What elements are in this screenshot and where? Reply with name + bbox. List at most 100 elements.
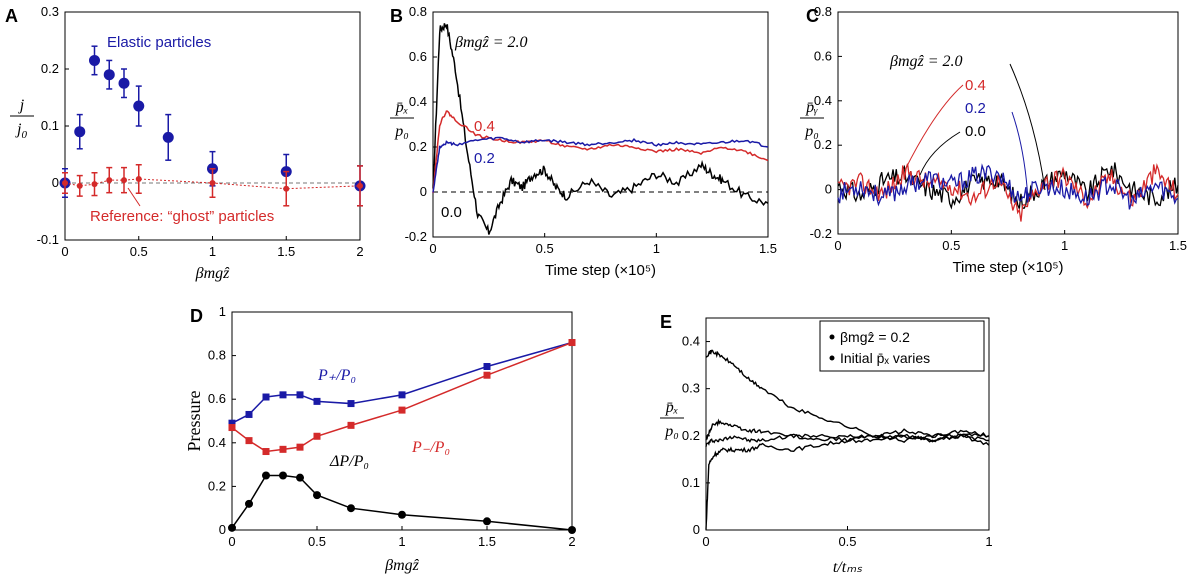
y-axis-label-numerator-B: p̄ₓ <box>395 99 409 116</box>
x-tick-label: 2 <box>356 244 363 259</box>
y-tick-label: 0.6 <box>814 48 832 63</box>
data-marker <box>262 471 270 480</box>
x-axis-label-C: Time step (×10⁵) <box>952 259 1063 276</box>
panel-D: D 0 0.5 1 1.5 2 0 0.2 0.4 0.6 0.8 1 Pressure βmgẑ P₊/P… <box>184 304 576 574</box>
x-tick-label: 1 <box>1061 238 1068 253</box>
series-line-0.2 <box>432 136 769 193</box>
panel-label-E: E <box>660 312 672 332</box>
legend-E: βmgẑ = 0.2 Initial p̄ₓ varies <box>819 320 985 372</box>
y-tick-label: 0 <box>825 182 832 197</box>
y-tick-label: 0 <box>693 522 700 537</box>
x-axis-label-A: βmgẑ <box>195 265 231 282</box>
y-tick-label: 0.3 <box>41 4 59 19</box>
y-tick-label: 0 <box>52 175 59 190</box>
series-line-0.2 <box>837 163 1179 210</box>
data-marker <box>245 499 253 508</box>
x-tick-label: 0.5 <box>130 244 148 259</box>
series-label-2-0: βmgẑ = 2.0 <box>889 53 963 70</box>
ghost-data-point <box>106 177 113 184</box>
elastic-data-point <box>103 69 115 81</box>
data-marker <box>347 421 355 429</box>
data-marker <box>228 419 236 427</box>
x-tick-label: 0.5 <box>536 241 554 256</box>
x-tick-label: 1 <box>209 244 216 259</box>
ghost-particles-label: Reference: “ghost” particles <box>90 208 274 225</box>
x-tick-label: 0.5 <box>838 534 856 549</box>
data-marker <box>568 526 576 534</box>
data-marker <box>296 473 304 482</box>
panel-label-D: D <box>190 306 203 326</box>
x-tick-label: 2 <box>568 534 575 549</box>
data-marker <box>279 391 287 399</box>
ghost-annotation-arrow <box>127 187 141 207</box>
data-marker <box>483 517 491 526</box>
y-axis-label-D: Pressure <box>184 391 204 452</box>
y-tick-label: 0.6 <box>208 391 226 406</box>
series-label-0-4: 0.4 <box>965 77 986 94</box>
y-tick-label: 0.2 <box>409 139 427 154</box>
ghost-data-point <box>209 180 216 186</box>
y-tick-label: 0.1 <box>682 475 700 490</box>
y-axis-label-subscript: 0 <box>21 129 27 141</box>
y-tick-label: 0.4 <box>814 93 832 108</box>
series-line-0.4 <box>837 163 1179 222</box>
x-axis-label-D: βmgẑ <box>384 557 420 574</box>
ghost-data-point <box>135 176 142 183</box>
data-marker <box>296 443 304 451</box>
y-tick-label: -0.2 <box>405 229 427 244</box>
data-marker <box>245 410 253 418</box>
series-line <box>231 341 573 453</box>
x-tick-label: 0 <box>834 238 841 253</box>
series-label-0-2: 0.2 <box>965 100 986 117</box>
panel-E: E 0 0.5 1 0 0.1 0.2 0.3 0.4 p̄ₓ p₀ t/tₘₛ βmgẑ = 0.2 I… <box>660 312 993 576</box>
ghost-data-point <box>76 182 83 189</box>
x-tick-label: 1.5 <box>759 241 777 256</box>
data-marker <box>313 397 321 405</box>
y-tick-label: 0 <box>219 522 226 537</box>
y-tick-label: 0 <box>420 184 427 199</box>
plot-frame-D <box>231 311 573 531</box>
x-axis-label-E: t/tₘₛ <box>833 559 863 576</box>
data-marker <box>262 448 270 456</box>
series-line-0.4 <box>432 110 769 194</box>
data-marker <box>347 504 355 513</box>
ghost-data-point <box>91 181 98 188</box>
data-marker <box>313 491 321 500</box>
data-marker <box>279 445 287 453</box>
y-tick-label: 0.6 <box>409 49 427 64</box>
data-marker <box>398 406 406 414</box>
panel-label-C: C <box>806 6 819 26</box>
y-tick-label: 0.4 <box>682 334 700 349</box>
y-tick-label: 1 <box>219 304 226 319</box>
trajectory-line <box>705 429 990 447</box>
data-marker <box>347 400 355 408</box>
y-axis-label-denominator-B: p₀ <box>394 123 409 140</box>
x-tick-label: 1.5 <box>478 534 496 549</box>
panel-label-B: B <box>390 6 403 26</box>
x-tick-label: 0.5 <box>942 238 960 253</box>
data-marker <box>398 510 406 519</box>
ghost-connecting-line <box>64 178 361 190</box>
y-tick-label: 0.4 <box>208 435 226 450</box>
series-line <box>231 341 573 424</box>
panel-label-A: A <box>5 6 18 26</box>
series-label-2-0: βmgẑ = 2.0 <box>454 34 528 51</box>
elastic-data-point <box>133 100 145 112</box>
x-axis-label-B: Time step (×10⁵) <box>545 262 656 279</box>
series-label-delta-p: ΔP/P₀ <box>329 453 369 470</box>
data-marker <box>245 437 253 445</box>
y-tick-label: 0.2 <box>814 137 832 152</box>
y-tick-label: -0.2 <box>810 226 832 241</box>
trajectory-line <box>705 433 990 530</box>
legend-bullet <box>829 355 835 361</box>
y-tick-label: 0.3 <box>682 381 700 396</box>
y-tick-label: 0.8 <box>814 4 832 19</box>
data-marker <box>262 393 270 401</box>
y-tick-label: 0.2 <box>41 61 59 76</box>
y-axis-label-numerator-E: p̄ₓ <box>665 399 679 416</box>
data-marker <box>228 424 236 432</box>
trajectory-line <box>705 349 990 442</box>
